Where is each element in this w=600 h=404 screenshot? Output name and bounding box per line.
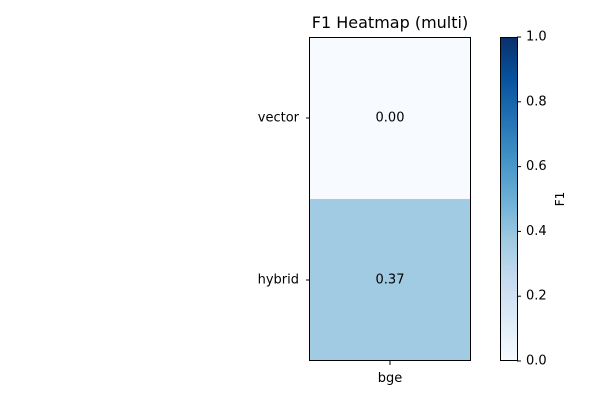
colorbar-ticks: 0.0 0.2 0.4 0.6 0.8 1.0 — [517, 30, 547, 369]
heatmap-cell — [310, 37, 470, 199]
chart-title: F1 Heatmap (multi) — [312, 13, 468, 32]
axes-frame — [309, 37, 471, 361]
heatmap-cells — [310, 37, 470, 361]
x-axis: bge — [378, 361, 403, 386]
y-axis: vector hybrid — [258, 111, 310, 288]
colorbar-gradient — [501, 37, 517, 361]
colorbar-tick-label: 0.4 — [526, 224, 547, 239]
colorbar: 0.0 0.2 0.4 0.6 0.8 1.0 F1 — [500, 30, 567, 369]
colorbar-tick-label: 0.2 — [526, 289, 547, 304]
cell-value-label: 0.00 — [376, 111, 405, 126]
colorbar-tick-label: 1.0 — [526, 30, 547, 45]
colorbar-tick-label: 0.8 — [526, 94, 547, 109]
y-tick-label: vector — [258, 111, 300, 126]
colorbar-tick-label: 0.0 — [526, 354, 547, 369]
heatmap-cell-labels: 0.00 0.37 — [376, 111, 405, 288]
x-tick-label: bge — [378, 371, 403, 386]
colorbar-frame — [500, 37, 518, 361]
cell-value-label: 0.37 — [376, 273, 405, 288]
y-tick-label: hybrid — [258, 273, 299, 288]
heatmap-cell — [310, 199, 470, 361]
colorbar-label: F1 — [553, 192, 567, 207]
colorbar-tick-label: 0.6 — [526, 159, 547, 174]
